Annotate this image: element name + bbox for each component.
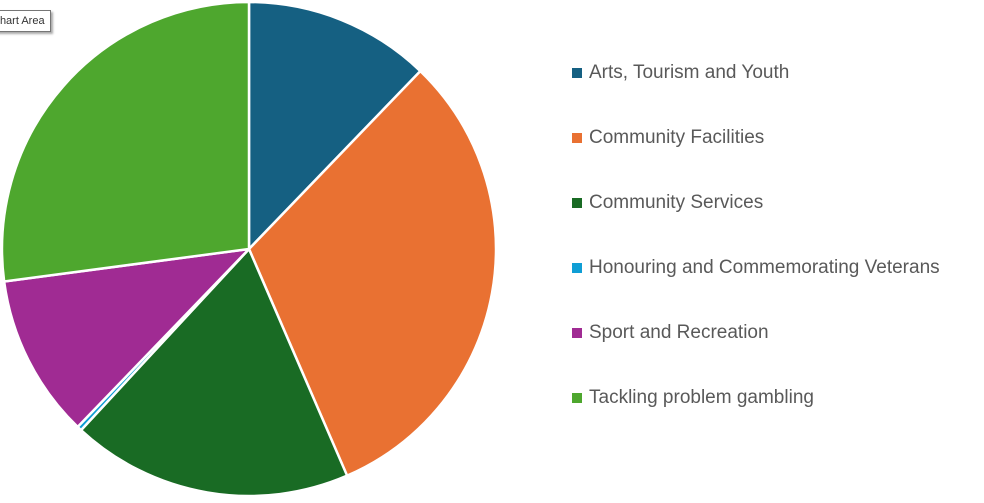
legend-item[interactable]: Community Facilities [572,125,940,190]
legend-swatch [572,263,582,273]
legend-item[interactable]: Tackling problem gambling [572,385,940,450]
legend-label: Community Services [589,192,764,213]
legend-label: Community Facilities [589,127,765,148]
legend-item[interactable]: Arts, Tourism and Youth [572,60,940,125]
pie-slice-6[interactable] [0,0,251,283]
legend-swatch [572,198,582,208]
legend[interactable]: Arts, Tourism and Youth Community Facilit… [572,60,940,450]
pie-slice-3[interactable] [79,247,349,498]
legend-item[interactable]: Honouring and Commemorating Veterans [572,255,940,320]
legend-label: Sport and Recreation [589,322,769,343]
legend-swatch [572,68,582,78]
chart-area-tooltip: Chart Area [0,10,51,32]
legend-swatch [572,393,582,403]
legend-item[interactable]: Community Services [572,190,940,255]
pie-slice-1[interactable] [247,0,422,251]
legend-swatch [572,133,582,143]
legend-label: Honouring and Commemorating Veterans [589,257,940,278]
pie-slice-5[interactable] [2,247,251,429]
legend-item[interactable]: Sport and Recreation [572,320,940,385]
legend-label: Arts, Tourism and Youth [589,62,790,83]
legend-swatch [572,328,582,338]
pie-slice-2[interactable] [247,69,498,477]
pie-chart[interactable] [0,0,500,503]
legend-label: Tackling problem gambling [589,387,814,408]
